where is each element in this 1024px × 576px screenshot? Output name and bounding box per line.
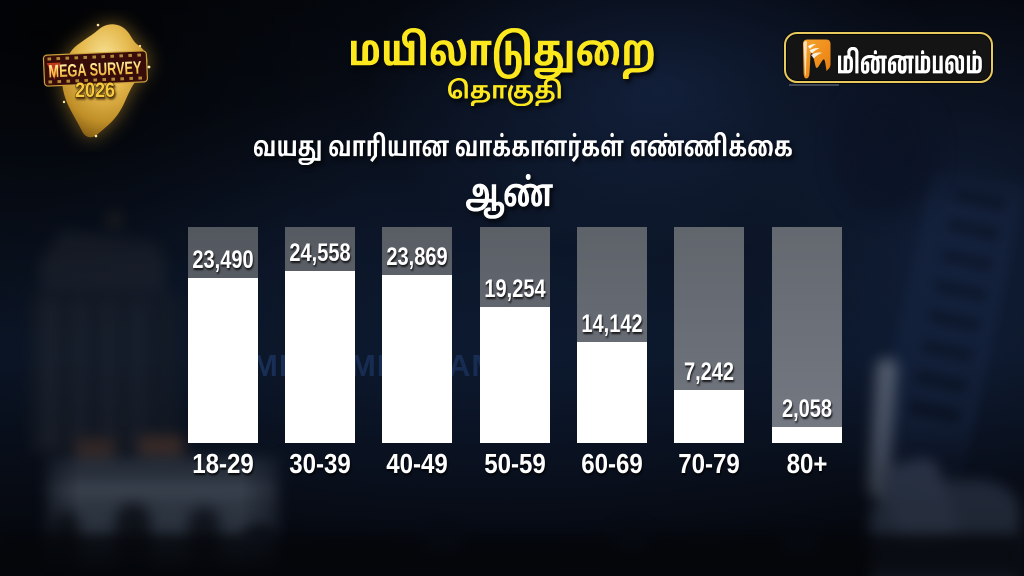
- svg-text:MEGA SURVEY: MEGA SURVEY: [48, 57, 142, 81]
- svg-text:2026: 2026: [75, 79, 115, 102]
